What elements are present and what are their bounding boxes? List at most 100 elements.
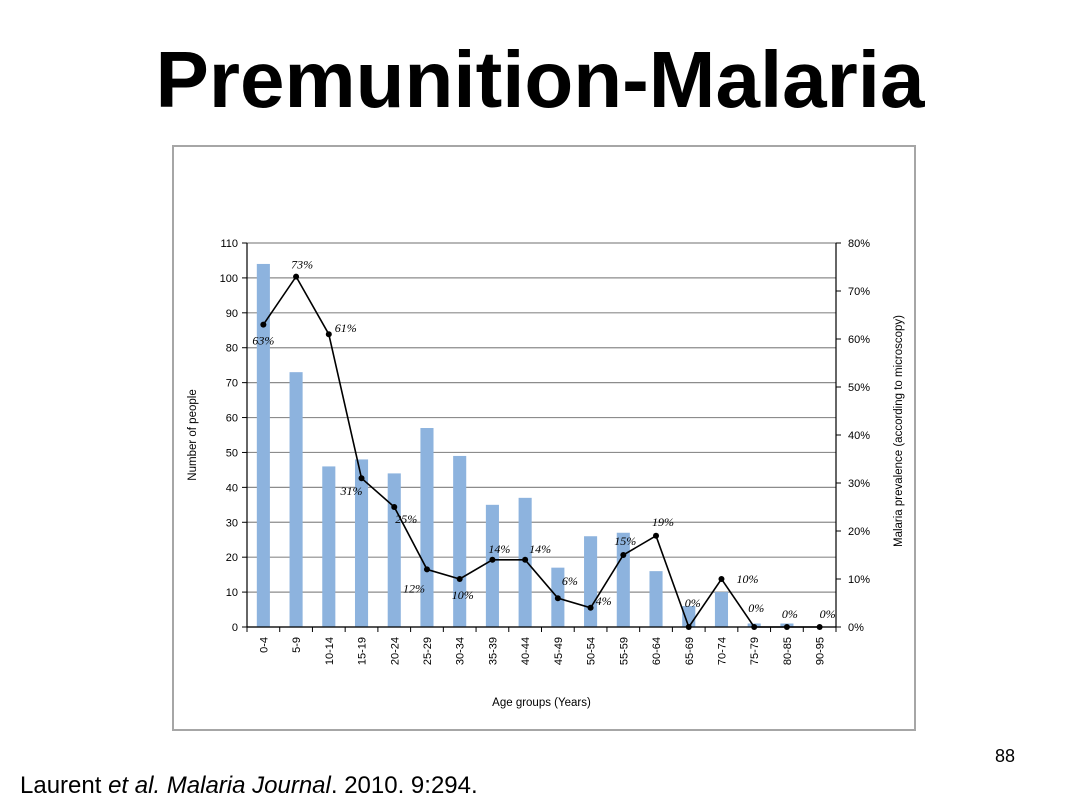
line-point bbox=[260, 321, 267, 328]
y-tick-label: 90 bbox=[226, 308, 238, 320]
bar bbox=[289, 372, 303, 627]
x-tick-label: 5-9 bbox=[291, 637, 303, 653]
x-tick-label: 55-59 bbox=[618, 637, 630, 665]
line-point bbox=[653, 532, 660, 539]
y-tick-label: 60 bbox=[226, 413, 238, 425]
data-label: 12% bbox=[403, 581, 425, 595]
data-label: 25% bbox=[395, 512, 417, 526]
data-label: 31% bbox=[340, 484, 363, 498]
bar bbox=[387, 473, 401, 627]
data-label: 0% bbox=[748, 601, 764, 615]
data-label: 10% bbox=[736, 572, 758, 586]
y-axis-label: Number of people bbox=[187, 389, 199, 480]
y2-tick-label: 0% bbox=[848, 622, 864, 634]
x-tick-label: 90-95 bbox=[815, 637, 827, 665]
y-tick-label: 70 bbox=[226, 378, 238, 390]
data-label: 10% bbox=[452, 588, 474, 602]
x-tick-label: 75-79 bbox=[749, 637, 761, 665]
x-tick-label: 40-44 bbox=[520, 637, 532, 665]
data-label: 4% bbox=[596, 594, 612, 608]
y2-tick-label: 60% bbox=[848, 334, 870, 346]
page-number: 88 bbox=[994, 746, 1015, 766]
line-point bbox=[423, 566, 430, 573]
bar bbox=[616, 532, 630, 627]
prevalence-line bbox=[262, 275, 820, 629]
y2-tick-label: 80% bbox=[848, 238, 870, 250]
data-label: 14% bbox=[529, 542, 551, 556]
line-point bbox=[358, 475, 365, 482]
citation-journal: Malaria Journal bbox=[166, 772, 331, 799]
data-label: 15% bbox=[614, 534, 636, 548]
y2-tick-label: 10% bbox=[848, 574, 870, 586]
y-tick-label: 100 bbox=[220, 273, 238, 285]
y2-tick-label: 20% bbox=[848, 526, 870, 538]
line-point bbox=[685, 624, 692, 630]
slide-title: Premunition-Malaria bbox=[155, 35, 925, 124]
bar bbox=[322, 466, 336, 627]
bar bbox=[584, 536, 598, 627]
x-tick-label: 20-24 bbox=[389, 637, 401, 665]
y-tick-label: 10 bbox=[226, 587, 238, 599]
data-label: 14% bbox=[488, 542, 510, 556]
citation-rest: . 2010. 9:294. bbox=[330, 772, 478, 799]
line-point bbox=[456, 576, 463, 582]
x-tick-label: 70-74 bbox=[716, 637, 728, 665]
x-axis-label: Age groups (Years) bbox=[492, 697, 591, 709]
y-tick-label: 0 bbox=[232, 622, 238, 634]
line-point bbox=[391, 504, 398, 510]
x-tick-label: 35-39 bbox=[487, 637, 499, 665]
x-tick-label: 30-34 bbox=[455, 637, 467, 665]
data-label: 0% bbox=[820, 607, 836, 621]
y-tick-label: 110 bbox=[220, 238, 238, 250]
chart: 0 10 20 30 40 50 60 70 80 90 100 110 0% 10% 20% 30% 40% 5… bbox=[187, 238, 905, 709]
line-point bbox=[783, 624, 790, 630]
bar bbox=[420, 428, 434, 627]
y-tick-label: 30 bbox=[226, 517, 238, 529]
x-tick-label: 0-4 bbox=[258, 637, 270, 653]
y-tick-label: 50 bbox=[226, 447, 238, 459]
line-point bbox=[489, 556, 496, 563]
bar bbox=[649, 571, 663, 627]
y-tick-label: 80 bbox=[226, 343, 238, 355]
line-point bbox=[587, 604, 594, 611]
y-tick-label: 20 bbox=[226, 552, 238, 564]
data-label: 61% bbox=[335, 321, 357, 335]
x-tick-label: 80-85 bbox=[782, 637, 794, 665]
y2-tick-label: 40% bbox=[848, 430, 870, 442]
x-tick-label: 25-29 bbox=[422, 637, 434, 665]
bar bbox=[485, 504, 499, 627]
y2-axis-label: Malaria prevalence (according to microsc… bbox=[893, 315, 905, 547]
x-tick-label: 60-64 bbox=[651, 637, 663, 665]
line-point bbox=[816, 624, 823, 630]
y2-tick-label: 70% bbox=[848, 286, 870, 298]
data-label: 73% bbox=[291, 258, 313, 272]
line-point bbox=[522, 556, 529, 563]
y2-tick-label: 50% bbox=[848, 382, 870, 394]
data-label: 63% bbox=[252, 334, 274, 348]
x-tick-label: 15-19 bbox=[357, 637, 369, 665]
bar bbox=[354, 459, 369, 627]
data-label: 19% bbox=[652, 515, 674, 529]
chart-frame: 0 10 20 30 40 50 60 70 80 90 100 110 0% 10% 20% 30% 40% 5… bbox=[172, 145, 916, 731]
bar bbox=[714, 592, 729, 627]
bar bbox=[453, 455, 467, 627]
citation-etal: et al. bbox=[108, 772, 161, 799]
y-tick-label: 40 bbox=[226, 482, 238, 494]
line-point bbox=[751, 624, 758, 630]
x-tick-label: 50-54 bbox=[586, 637, 598, 665]
data-label: 0% bbox=[685, 596, 701, 610]
line-point bbox=[325, 331, 332, 338]
x-tick-label: 65-69 bbox=[684, 637, 696, 665]
citation-author: Laurent bbox=[20, 772, 109, 799]
data-label: 6% bbox=[562, 574, 578, 588]
data-label: 0% bbox=[782, 607, 798, 621]
line-point bbox=[554, 595, 561, 602]
x-tick-label: 45-49 bbox=[553, 637, 565, 665]
y2-tick-label: 30% bbox=[848, 478, 870, 490]
x-tick-label: 10-14 bbox=[324, 637, 336, 665]
citation: Laurent et al. Malaria Journal. 2010. 9:… bbox=[20, 772, 478, 800]
line-point bbox=[293, 273, 300, 280]
bar bbox=[256, 263, 270, 627]
line-point bbox=[620, 552, 627, 558]
line-point bbox=[718, 576, 725, 582]
